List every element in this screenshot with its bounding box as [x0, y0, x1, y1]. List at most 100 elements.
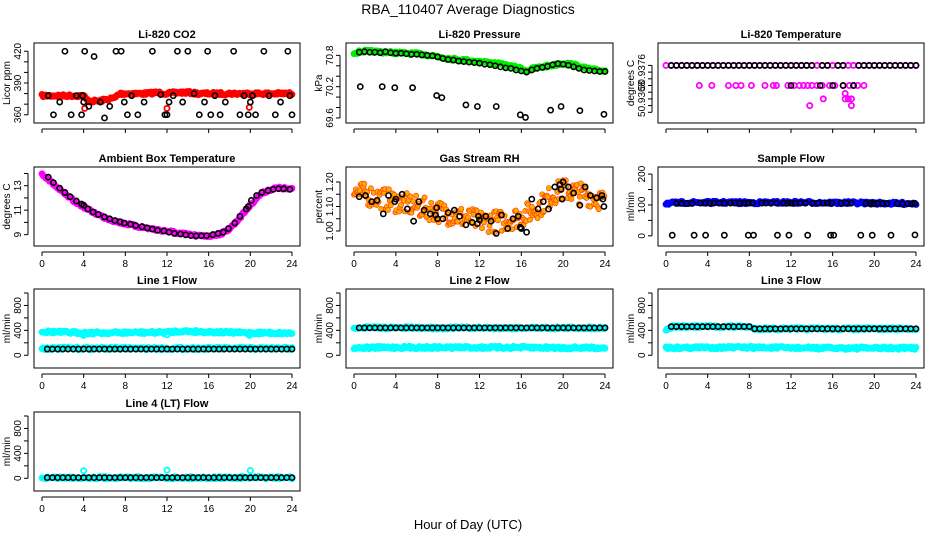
avg-point [44, 173, 52, 181]
x-tick-label: 0 [663, 381, 669, 392]
y-tick-label: 100 [637, 196, 648, 213]
avg-point [385, 192, 392, 199]
raw-point [784, 82, 792, 90]
raw-mark [288, 344, 296, 351]
avg-point [581, 183, 589, 191]
x-tick-label: 20 [245, 381, 257, 392]
x-tick-label: 16 [516, 381, 528, 392]
avg-point [94, 211, 102, 218]
avg-point [824, 199, 831, 207]
x-tick-label: 4 [705, 381, 711, 392]
avg-point [866, 200, 874, 207]
avg-point [67, 111, 75, 119]
plot-frame [657, 288, 925, 369]
y-tick-label: 0 [637, 352, 648, 358]
avg-point [736, 199, 744, 207]
avg-point [908, 200, 916, 208]
avg-point [80, 98, 88, 106]
avg-point [720, 199, 728, 207]
avg-point [598, 192, 606, 199]
avg-point [179, 98, 187, 106]
data-layer [38, 47, 296, 122]
x-tick-label: 12 [161, 504, 173, 515]
plot-frame [657, 166, 925, 247]
avg-point [492, 103, 500, 110]
raw-mark [421, 194, 428, 201]
avg-point [911, 231, 919, 239]
x-tick-label: 24 [910, 381, 922, 392]
avg-point [426, 210, 434, 218]
data-layer [662, 322, 920, 353]
avg-point [824, 62, 831, 69]
avg-point [476, 216, 483, 224]
avg-point [66, 193, 74, 201]
avg-point [702, 231, 709, 239]
avg-point [79, 92, 87, 100]
avg-point [509, 215, 517, 223]
avg-point [750, 231, 757, 239]
raw-mark [413, 192, 420, 199]
avg-point [774, 231, 781, 239]
y-axis-label: percent [314, 190, 325, 224]
avg-point [84, 205, 92, 213]
x-tick-label: 16 [827, 381, 839, 392]
avg-point [240, 92, 248, 100]
avg-point [403, 205, 411, 213]
y-tick-label: 0 [637, 233, 648, 239]
panel-ambient-temp: Ambient Box Temperature 0 4 8 12 16 20 24 9 11 13d… [2, 153, 301, 270]
avg-point [475, 212, 482, 220]
figure-x-axis-label: Hour of Day (UTC) [413, 517, 523, 532]
avg-point [81, 47, 89, 55]
x-tick-label: 12 [474, 259, 486, 270]
y-tick-label: 400 [13, 445, 24, 462]
avg-point [576, 201, 584, 209]
x-tick-label: 8 [747, 381, 753, 392]
avg-point [356, 83, 364, 91]
avg-point [195, 111, 203, 119]
x-tick-label: 0 [351, 381, 357, 392]
avg-point [839, 62, 847, 69]
avg-point [749, 199, 756, 207]
raw-point [80, 467, 88, 475]
avg-point [252, 111, 259, 119]
avg-point [140, 98, 148, 106]
avg-point [128, 92, 135, 100]
y-tick-label: 200 [637, 165, 648, 182]
data-layer [350, 323, 609, 353]
raw-mark [384, 207, 391, 213]
avg-point [258, 189, 266, 196]
avg-point [392, 195, 400, 203]
raw-mark [398, 202, 404, 208]
raw-point [795, 82, 803, 90]
panel-title: Gas Stream RH [439, 153, 519, 165]
x-tick-label: 8 [435, 381, 441, 392]
avg-point [415, 198, 423, 206]
avg-point [184, 47, 192, 55]
avg-point [271, 111, 279, 119]
avg-point [433, 204, 441, 212]
avg-point [409, 84, 416, 92]
x-tick-label: 20 [558, 259, 570, 270]
avg-point [288, 111, 296, 119]
data-layer [38, 327, 296, 354]
avg-point [236, 212, 244, 220]
plot-frame [345, 166, 614, 247]
raw-mark [410, 198, 417, 205]
avg-point [50, 111, 57, 119]
avg-point [219, 228, 227, 236]
avg-point [830, 231, 838, 239]
x-tick-label: 24 [286, 504, 298, 515]
raw-point [163, 104, 171, 112]
raw-point [806, 102, 814, 110]
avg-point [132, 222, 140, 229]
y-tick-label: 420 [13, 42, 24, 59]
raw-mark [527, 216, 533, 223]
x-tick-label: 20 [558, 381, 570, 392]
raw-point [163, 331, 171, 339]
avg-point [80, 201, 88, 209]
raw-point [80, 331, 88, 339]
avg-point [492, 230, 500, 237]
